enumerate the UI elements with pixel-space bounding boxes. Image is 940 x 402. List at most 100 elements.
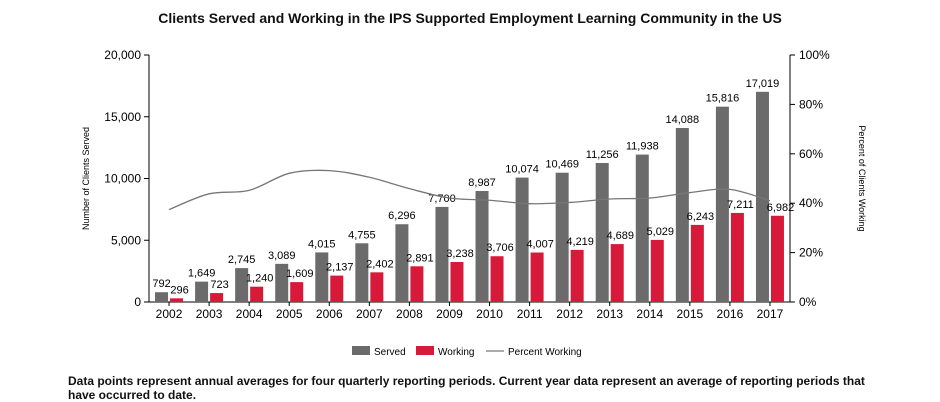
y2-tick-label: 80% [799,97,823,111]
data-label-served: 4,755 [348,229,376,241]
legend-swatch-served [352,346,370,355]
data-label-served: 4,015 [308,238,336,250]
y-axis-title: Number of Clients Served [81,127,91,230]
y2-tick-label: 100% [799,48,830,62]
bar-served [395,224,409,302]
bar-served [235,268,249,302]
bar-working [770,215,784,302]
x-tick-label: 2006 [316,307,343,321]
data-label-working: 4,007 [526,239,554,251]
bar-working [370,272,384,302]
x-tick-label: 2004 [236,307,263,321]
bar-served [515,177,529,302]
bar-working [410,266,424,302]
y2-tick-label: 0% [799,295,817,309]
x-tick-label: 2009 [436,307,463,321]
legend-label-percent-working: Percent Working [508,347,582,358]
data-label-working: 3,706 [486,242,514,254]
bar-served [755,91,769,302]
bar-working [730,212,744,302]
y2-tick-label: 20% [799,246,823,260]
data-label-served: 17,019 [746,78,780,90]
y-tick-label: 10,000 [104,172,141,186]
data-label-served: 8,987 [468,177,496,189]
bar-working [330,275,344,302]
y-tick-label: 15,000 [104,110,141,124]
y-tick-label: 20,000 [104,48,141,62]
line-percent-working [168,169,771,211]
data-label-served: 11,256 [586,149,619,161]
chart-title: Clients Served and Working in the IPS Su… [158,10,782,26]
data-label-served: 1,649 [188,268,216,280]
data-label-served: 7,700 [428,193,456,205]
data-label-working: 2,891 [406,252,434,264]
x-tick-label: 2013 [596,307,623,321]
bar-working [490,256,504,302]
bar-served [275,263,289,302]
x-tick-label: 2017 [757,307,784,321]
data-label-working: 2,402 [366,258,394,270]
bar-working [450,262,464,302]
bar-working [650,239,664,302]
bar-served [435,206,449,302]
data-label-working: 2,137 [326,262,354,274]
bar-served [715,106,729,303]
x-tick-label: 2011 [517,307,543,321]
data-label-working: 4,689 [606,230,634,242]
x-tick-label: 2008 [396,307,423,321]
data-label-working: 1,609 [286,268,314,280]
bar-working [210,293,224,302]
data-label-served: 6,296 [388,210,416,222]
bar-served [355,243,369,302]
legend-swatch-working [416,346,434,355]
bar-served [635,154,649,302]
bar-served [195,281,209,302]
chart-footnote: Data points represent annual averages fo… [68,374,865,402]
bar-served [675,128,689,302]
bar-served [155,292,169,302]
legend-label-working: Working [438,347,475,358]
x-tick-label: 2016 [717,307,744,321]
data-label-working: 723 [210,279,228,291]
data-label-working: 7,211 [727,199,754,211]
bar-working [570,249,584,302]
bar-working [250,286,264,302]
bar-working [530,252,544,302]
x-tick-label: 2014 [636,307,663,321]
y2-tick-label: 40% [799,196,823,210]
y-tick-label: 5,000 [111,233,141,247]
bar-working [170,298,184,302]
x-tick-label: 2010 [476,307,503,321]
data-label-served: 3,089 [268,250,296,262]
bar-served [315,252,329,302]
bar-working [290,282,304,302]
data-label-served: 11,938 [626,141,659,153]
data-label-served: 2,745 [228,254,256,266]
x-tick-label: 2015 [676,307,703,321]
data-label-working: 3,238 [446,248,474,260]
data-label-served: 792 [152,278,170,290]
data-label-working: 296 [170,284,188,296]
y2-tick-label: 60% [799,147,823,161]
legend-label-served: Served [374,347,406,358]
data-label-working: 6,982 [767,202,795,214]
x-tick-label: 2012 [556,307,583,321]
bar-served [475,191,489,302]
data-label-served: 14,088 [666,114,700,126]
bar-working [690,224,704,302]
data-label-working: 1,240 [246,273,274,285]
x-tick-label: 2005 [276,307,303,321]
y2-axis-title: Percent of Clients Working [857,125,867,231]
bar-served [555,172,569,302]
x-tick-label: 2002 [156,307,183,321]
bar-served [595,162,609,302]
data-label-working: 4,219 [566,236,594,248]
x-tick-label: 2007 [356,307,383,321]
x-tick-label: 2003 [196,307,223,321]
bar-working [610,244,624,302]
data-label-working: 5,029 [647,226,675,238]
data-label-served: 15,816 [706,93,740,105]
data-label-working: 6,243 [687,211,715,223]
